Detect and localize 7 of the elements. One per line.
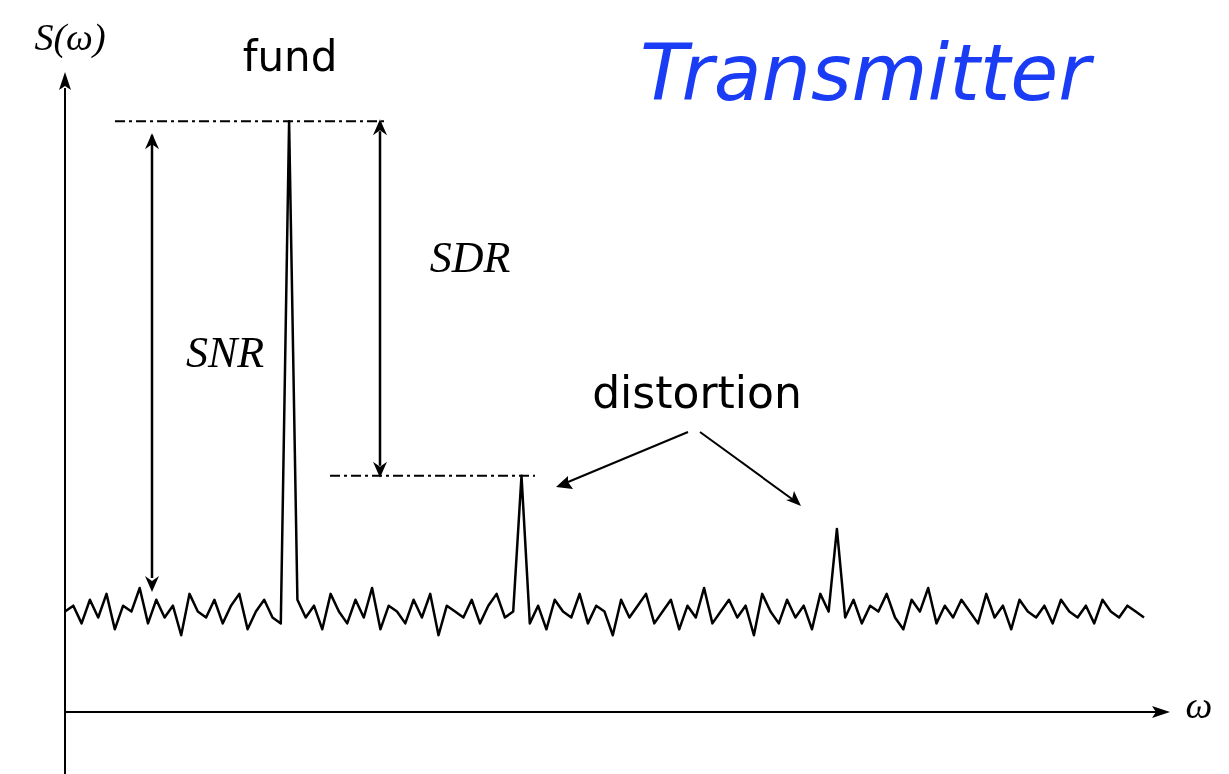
text: fund [242, 31, 338, 81]
x-axis-title: ω [1185, 683, 1213, 726]
chart-title: Transmitter [640, 28, 1096, 119]
annotation: SDR [429, 232, 511, 282]
annotation: distortion [592, 367, 802, 419]
annotation: SNR [185, 327, 265, 377]
y-axis-title: S(ω) [34, 15, 106, 59]
